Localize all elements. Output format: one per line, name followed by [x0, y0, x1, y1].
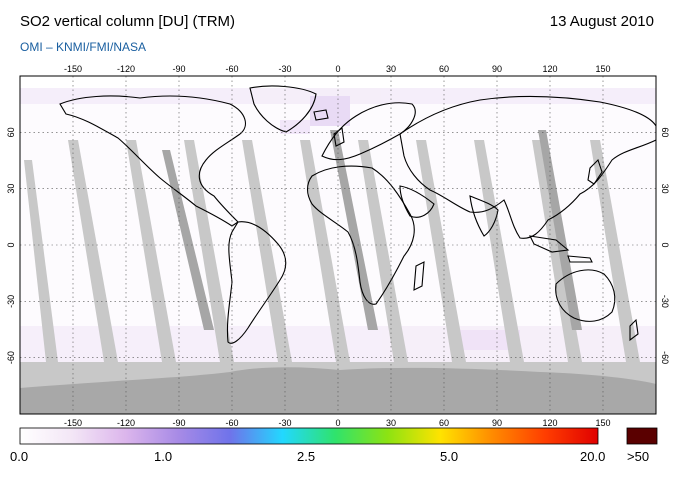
iceland-outline — [313, 109, 329, 121]
lon-tick-bottom: 0 — [335, 418, 340, 428]
arabia-outline — [399, 185, 435, 218]
colorbar-label-3: 5.0 — [440, 449, 459, 464]
lon-tick-top: 30 — [386, 64, 396, 74]
lat-tick-left: 60 — [6, 127, 16, 137]
colorbar-label-2: 2.5 — [297, 449, 316, 464]
madagascar-outline — [413, 261, 425, 291]
lon-tick-top: 90 — [492, 64, 502, 74]
lon-tick-bottom: 90 — [492, 418, 502, 428]
new-zealand-outline — [629, 318, 639, 342]
lon-tick-top: -60 — [225, 64, 238, 74]
lon-tick-top: -30 — [278, 64, 291, 74]
colorbar — [19, 427, 599, 445]
lon-tick-top: 60 — [439, 64, 449, 74]
lon-tick-bottom: -60 — [225, 418, 238, 428]
lon-tick-top: 150 — [595, 64, 610, 74]
india-outline — [469, 195, 499, 237]
lon-tick-bottom: -90 — [172, 418, 185, 428]
map-credits: OMI – KNMI/FMI/NASA — [20, 40, 147, 54]
colorbar-overflow-swatch — [626, 427, 658, 445]
lon-tick-bottom: -30 — [278, 418, 291, 428]
swath-gaps-dark — [162, 130, 582, 330]
map-date: 13 August 2010 — [549, 13, 654, 30]
europe-outline — [321, 102, 416, 161]
lat-tick-left: 30 — [6, 184, 16, 194]
lat-tick-right: 30 — [660, 184, 670, 194]
lat-tick-left: -30 — [6, 295, 16, 308]
lon-tick-bottom: 60 — [439, 418, 449, 428]
south-america-outline — [226, 221, 287, 344]
lon-tick-bottom: -150 — [64, 418, 82, 428]
lon-tick-bottom: 30 — [386, 418, 396, 428]
asia-outline — [399, 95, 656, 239]
colorbar-overflow-label: >50 — [627, 449, 650, 464]
lon-tick-top: -120 — [117, 64, 135, 74]
colorbar-label-1: 1.0 — [154, 449, 173, 464]
colorbar-label-4: 20.0 — [580, 449, 606, 464]
continents — [59, 85, 656, 344]
lat-tick-right: 0 — [660, 242, 670, 247]
lon-tick-top: 120 — [542, 64, 557, 74]
lon-tick-bottom: 120 — [542, 418, 557, 428]
greenland-outline — [249, 85, 317, 133]
axis-tick-labels: -150 -150 -120 -120 -90 -90 -60 -60 -30 -30 0 0 30 30… — [6, 64, 670, 428]
lat-tick-right: -30 — [660, 295, 670, 308]
indonesia-outline — [529, 235, 593, 263]
lon-tick-top: 0 — [335, 64, 340, 74]
map-frame — [19, 75, 657, 415]
lat-tick-right: -60 — [660, 351, 670, 364]
lat-tick-left: 0 — [6, 242, 16, 247]
japan-outline — [587, 158, 603, 185]
lon-tick-top: -150 — [64, 64, 82, 74]
colorbar-label-0: 0.0 — [10, 449, 29, 464]
north-america-outline — [59, 95, 246, 227]
lon-tick-bottom: -120 — [117, 418, 135, 428]
lat-tick-left: -60 — [6, 351, 16, 364]
map-title: SO2 vertical column [DU] (TRM) — [20, 13, 236, 30]
uk-outline — [333, 127, 345, 147]
lat-tick-right: 60 — [660, 127, 670, 137]
lon-tick-bottom: 150 — [595, 418, 610, 428]
australia-outline — [555, 269, 616, 322]
africa-outline — [306, 165, 415, 305]
lon-tick-top: -90 — [172, 64, 185, 74]
